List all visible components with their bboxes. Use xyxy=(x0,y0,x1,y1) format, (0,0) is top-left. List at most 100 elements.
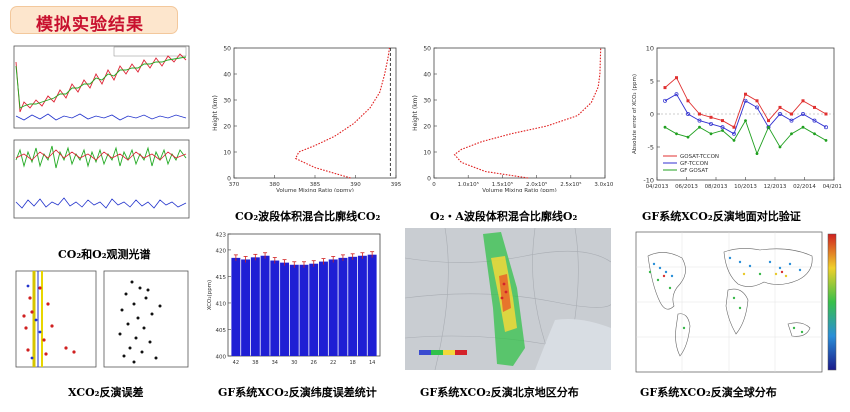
gf-ground-chart: -10 -5 0 5 10 04/2013 06/2013 08/2013 10/2013 12/… xyxy=(632,45,846,191)
bar xyxy=(270,260,280,356)
series-point xyxy=(720,125,725,130)
series-point xyxy=(743,98,748,103)
bar xyxy=(309,263,319,356)
legend-label: GF GOSAT xyxy=(680,168,709,174)
x-tick-label: 26 xyxy=(311,360,317,366)
series-point xyxy=(801,99,805,103)
x-tick-label: 34 xyxy=(272,360,278,366)
legend-label: GF-TCCON xyxy=(680,161,708,167)
series-point xyxy=(709,132,713,136)
bar xyxy=(357,255,367,356)
colorbar-yellow xyxy=(443,350,455,355)
series-point xyxy=(686,135,690,139)
y-tick-label: 400 xyxy=(216,355,227,361)
series-point xyxy=(698,112,701,116)
bar xyxy=(319,261,328,356)
series-point xyxy=(778,145,782,149)
x-tick-label: 12/2013 xyxy=(764,184,787,190)
series-point xyxy=(721,129,724,132)
series-point xyxy=(824,125,828,130)
bar xyxy=(367,254,377,356)
y-axis-label: Absolute error of XCO₂ (ppm) xyxy=(632,74,638,154)
x-tick-label: 1.5x10⁵ xyxy=(492,181,513,188)
error-left-blue-points xyxy=(26,284,42,360)
series-point xyxy=(675,76,678,80)
global-grid xyxy=(636,232,822,372)
caption-beijing: GF系统XCO₂反演北京地区分布 xyxy=(420,386,579,399)
y-tick-label: 50 xyxy=(223,46,231,53)
x-tick-label: 08/2013 xyxy=(705,184,728,190)
series-point xyxy=(790,112,793,116)
series-point xyxy=(801,112,805,116)
y-tick-label: 30 xyxy=(423,98,431,105)
caption-o2-profile: O₂・A波段体积混合比廓线O₂ xyxy=(430,210,578,223)
y-tick-label: 40 xyxy=(423,72,431,79)
y-tick-label: 5 xyxy=(650,78,654,86)
spectrum-lower-frame xyxy=(13,139,190,219)
series-point xyxy=(674,92,679,97)
series-point xyxy=(686,99,690,103)
error-right-frame xyxy=(103,270,189,368)
y-tick-label: 0 xyxy=(650,111,654,119)
plot-frame xyxy=(433,47,606,179)
series-point xyxy=(697,118,702,123)
y-tick-label: 20 xyxy=(223,124,231,131)
spectrum-lower-blue xyxy=(15,197,187,209)
o2-profile-figure: 0 10 20 30 40 50 0 1.0x10⁵ 1.5x10⁵ 2.0x10⁵ 2.5x10⁵… xyxy=(408,42,616,195)
series-point xyxy=(824,139,828,142)
series-point xyxy=(766,125,771,130)
o2-profile-chart: 0 10 20 30 40 50 0 1.0x10⁵ 1.5x10⁵ 2.0x10⁵ 2.5x10⁵… xyxy=(412,46,616,195)
xco2-error-figure xyxy=(4,268,192,372)
series-point xyxy=(755,152,759,155)
x-tick-label: 2.5x10⁵ xyxy=(560,181,581,188)
spectrum-upper-frame xyxy=(13,45,190,129)
y-tick-label: 420 xyxy=(216,248,227,254)
spectrum-upper-green xyxy=(15,56,187,109)
series-point xyxy=(778,112,782,116)
colorbar-red xyxy=(455,350,467,355)
x-tick-label: 1.0x10⁵ xyxy=(458,181,479,188)
x-tick-label: 06/2013 xyxy=(675,184,698,190)
series-line-GF-TCCON xyxy=(664,93,827,135)
swath-orange xyxy=(499,274,511,312)
bar xyxy=(250,257,260,356)
series-point xyxy=(767,125,770,129)
x-tick-label: 395 xyxy=(391,182,402,188)
caption-xco2-error: XCO₂反演误差 xyxy=(68,386,144,399)
series-point xyxy=(755,99,759,103)
colorbar-green xyxy=(431,350,443,355)
legend-label: GOSAT-TCCON xyxy=(680,154,719,160)
x-tick-label: 370 xyxy=(229,182,240,188)
caption-co2-profile: CO₂波段体积混合比廓线CO₂ xyxy=(235,210,381,223)
series-point xyxy=(755,105,759,110)
series-point xyxy=(732,125,736,129)
series-point xyxy=(709,121,713,126)
y-tick-label: 10 xyxy=(646,45,654,53)
global-map-figure xyxy=(630,228,844,378)
y-tick-label: 0 xyxy=(227,176,231,183)
bar xyxy=(289,264,299,356)
series-point xyxy=(663,86,667,90)
caption-spectrum: CO₂和O₂观测光谱 xyxy=(58,248,151,261)
bar xyxy=(280,262,289,356)
plot-frame xyxy=(233,47,397,179)
x-tick-label: 04/2013 xyxy=(646,184,669,190)
series-point xyxy=(778,105,782,109)
series-point xyxy=(744,119,747,122)
series-point xyxy=(732,131,736,136)
y-tick-label: 0 xyxy=(427,176,431,183)
x-tick-label: 38 xyxy=(252,360,258,366)
series-point xyxy=(698,125,701,129)
lat-error-figure: 400 405 410 415 420 423 XCO₂(ppm) 42 38 34 30 26 22 1… xyxy=(204,228,384,370)
xco2-error-plots xyxy=(15,270,189,368)
series-point xyxy=(675,132,678,136)
x-tick-label: 04/2014 xyxy=(823,184,842,190)
series-point xyxy=(813,132,816,136)
spectrum-figure xyxy=(4,42,192,222)
series-point xyxy=(686,112,690,116)
caption-gf-ground: GF系统XCO₂反演地面对比验证 xyxy=(642,210,801,223)
series-point xyxy=(812,118,817,123)
bar xyxy=(231,257,241,356)
x-tick-label: 02/2014 xyxy=(793,184,816,190)
map-sea xyxy=(535,319,611,370)
